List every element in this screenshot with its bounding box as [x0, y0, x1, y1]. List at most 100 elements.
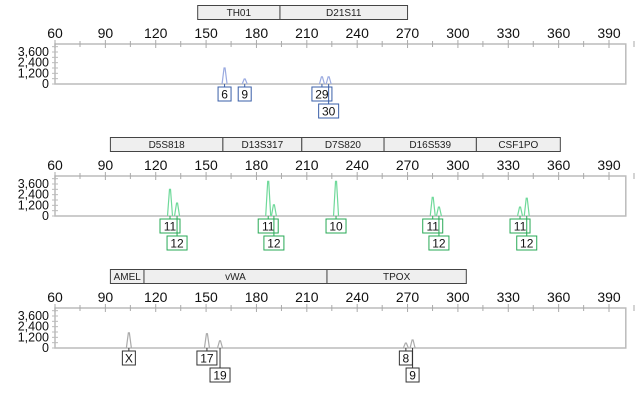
allele-label: 11	[514, 220, 527, 234]
peak	[221, 67, 228, 85]
allele-label: 9	[409, 369, 416, 383]
x-tick-label: 270	[396, 157, 420, 173]
y-tick-label: 3,600	[18, 45, 49, 59]
allele-label-box	[237, 86, 252, 102]
allele-label-box	[196, 350, 218, 366]
x-tick-label: 60	[47, 289, 63, 305]
locus-label: D7S820	[325, 140, 362, 151]
allele-label-box	[121, 350, 136, 366]
peak	[325, 76, 332, 85]
allele-label-box	[325, 218, 347, 234]
allele-label: 29	[315, 88, 329, 102]
x-tick-label: 270	[396, 289, 420, 305]
x-tick-label: 360	[547, 157, 571, 173]
y-tick-label: 2,400	[18, 188, 49, 202]
x-tick-label: 210	[295, 25, 319, 41]
allele-label: 8	[403, 352, 410, 366]
peak	[429, 196, 436, 217]
y-tick-label: 0	[42, 209, 49, 223]
x-tick-label: 330	[497, 289, 521, 305]
peak	[516, 206, 524, 217]
y-tick-label: 3,600	[18, 309, 49, 323]
peak	[435, 206, 443, 217]
x-tick-label: 150	[194, 25, 218, 41]
peak	[270, 204, 278, 217]
x-tick-label: 390	[597, 25, 621, 41]
locus-label: D13S317	[241, 140, 283, 151]
y-tick-label: 2,400	[18, 320, 49, 334]
x-tick-label: 330	[497, 25, 521, 41]
x-tick-label: 240	[346, 289, 370, 305]
allele-label: 9	[241, 88, 248, 102]
allele-label-box	[257, 218, 279, 234]
locus-bin	[475, 137, 561, 152]
x-tick-label: 150	[194, 157, 218, 173]
allele-label-box	[516, 235, 538, 251]
y-tick-label: 1,200	[18, 66, 49, 80]
x-tick-label: 240	[346, 157, 370, 173]
allele-label-box	[318, 103, 340, 119]
allele-label-box	[311, 86, 333, 102]
allele-label: 17	[200, 352, 214, 366]
x-tick-label: 60	[47, 157, 63, 173]
plot-area	[54, 175, 627, 217]
allele-label: 12	[170, 237, 184, 251]
allele-label-box	[159, 218, 181, 234]
x-tick-label: 120	[144, 289, 168, 305]
allele-label-box	[428, 235, 450, 251]
peak	[216, 340, 224, 349]
peak	[125, 332, 132, 349]
x-tick-label: 120	[144, 25, 168, 41]
x-tick-label: 360	[547, 289, 571, 305]
x-tick-label: 240	[346, 25, 370, 41]
allele-label-box	[422, 218, 444, 234]
x-tick-label: 180	[245, 157, 269, 173]
locus-label: vWA	[225, 272, 246, 283]
locus-label: TPOX	[383, 272, 411, 283]
plot-area	[54, 43, 627, 85]
x-tick-label: 360	[547, 25, 571, 41]
x-tick-label: 210	[295, 157, 319, 173]
y-tick-label: 2,400	[18, 56, 49, 70]
y-tick-label: 0	[42, 77, 49, 91]
allele-label: 12	[432, 237, 446, 251]
y-tick-label: 1,200	[18, 330, 49, 344]
peak	[173, 202, 181, 217]
allele-label: 30	[322, 105, 336, 119]
x-tick-label: 390	[597, 157, 621, 173]
locus-label: D5S818	[149, 140, 186, 151]
y-tick-label: 0	[42, 341, 49, 355]
y-tick-label: 3,600	[18, 177, 49, 191]
allele-label-box	[166, 235, 188, 251]
peak	[318, 76, 326, 85]
locus-label: TH01	[227, 8, 252, 19]
x-tick-label: 210	[295, 289, 319, 305]
x-tick-label: 120	[144, 157, 168, 173]
x-tick-label: 90	[98, 25, 114, 41]
allele-label-box	[509, 218, 531, 234]
x-tick-label: 390	[597, 289, 621, 305]
x-tick-label: 180	[245, 25, 269, 41]
allele-label: 12	[267, 237, 281, 251]
x-tick-label: 90	[98, 289, 114, 305]
allele-label: 10	[329, 220, 343, 234]
x-tick-label: 150	[194, 289, 218, 305]
peak	[203, 333, 211, 349]
peak	[166, 188, 174, 217]
x-tick-label: 330	[497, 157, 521, 173]
peak	[409, 339, 416, 349]
locus-label: AMEL	[114, 272, 142, 283]
allele-label-box	[405, 367, 420, 383]
y-tick-label: 1,200	[18, 198, 49, 212]
peak	[523, 197, 530, 217]
x-tick-label: 300	[446, 289, 470, 305]
allele-label-box	[263, 235, 285, 251]
x-tick-label: 300	[446, 25, 470, 41]
locus-bin	[279, 5, 409, 20]
x-tick-label: 300	[446, 157, 470, 173]
peak	[241, 78, 248, 85]
